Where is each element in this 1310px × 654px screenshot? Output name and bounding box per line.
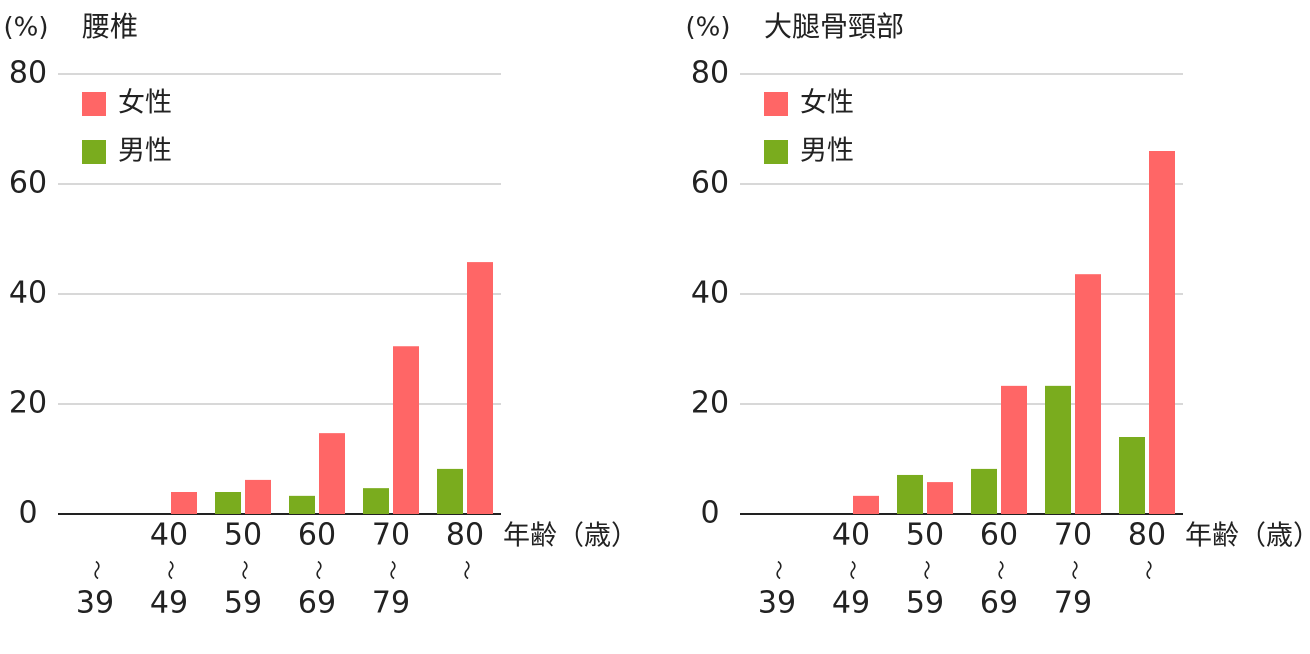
legend-label: 女性	[800, 88, 854, 119]
x-axis-label: 年齢（歳）	[1185, 521, 1310, 552]
y-tick-label: 20	[691, 386, 729, 421]
x-tick-label: 〜	[767, 560, 791, 580]
x-tick-label: 〜	[159, 560, 183, 580]
y-tick-label: 80	[9, 56, 47, 91]
bar	[971, 468, 997, 514]
x-tick-label: 60	[980, 518, 1018, 553]
x-tick-label: 40	[832, 518, 870, 553]
x-tick-label: 〜	[233, 560, 257, 580]
x-tick-label: 69	[980, 586, 1018, 621]
x-tick-label: 79	[1054, 586, 1092, 621]
x-tick-label: 〜	[381, 560, 405, 580]
x-tick-label: 49	[150, 586, 188, 621]
x-tick-label: 40	[150, 518, 188, 553]
y-tick-label: 60	[9, 166, 47, 201]
legend-label: 男性	[800, 136, 854, 167]
x-tick-label: 50	[224, 518, 262, 553]
y-tick-label: 40	[691, 276, 729, 311]
bar	[1075, 274, 1101, 514]
bar	[245, 479, 271, 514]
y-axis-label: (%)	[686, 13, 731, 43]
legend-label: 女性	[118, 88, 172, 119]
y-tick-label: 0	[700, 496, 719, 531]
x-tick-label: 80	[1128, 518, 1166, 553]
bar	[363, 488, 389, 514]
y-tick-label: 20	[9, 386, 47, 421]
legend-label: 男性	[118, 136, 172, 167]
x-tick-label: 〜	[1063, 560, 1087, 580]
bar	[1001, 385, 1027, 514]
x-axis-label: 年齢（歳）	[503, 521, 638, 552]
x-tick-label: 60	[298, 518, 336, 553]
bar	[927, 482, 953, 514]
y-axis-label: (%)	[4, 13, 49, 43]
x-tick-label: 70	[372, 518, 410, 553]
bar	[437, 468, 463, 514]
bar	[289, 495, 315, 514]
legend-swatch	[82, 92, 106, 116]
x-tick-label: 69	[298, 586, 336, 621]
bar	[215, 492, 241, 514]
x-tick-label: 〜	[915, 560, 939, 580]
x-tick-label: 〜	[989, 560, 1013, 580]
x-tick-label: 50	[906, 518, 944, 553]
bar	[1045, 385, 1071, 514]
bar	[853, 495, 879, 514]
x-tick-label: 49	[832, 586, 870, 621]
bar	[319, 433, 345, 514]
legend-swatch	[764, 140, 788, 164]
chart-title: 腰椎	[82, 10, 138, 43]
x-tick-label: 39	[758, 586, 796, 621]
bar	[897, 474, 923, 514]
legend-swatch	[764, 92, 788, 116]
y-tick-label: 80	[691, 56, 729, 91]
bar	[393, 346, 419, 514]
x-tick-label: 80	[446, 518, 484, 553]
y-tick-label: 0	[18, 496, 37, 531]
y-tick-label: 60	[691, 166, 729, 201]
x-tick-label: 〜	[307, 560, 331, 580]
x-tick-label: 〜	[1137, 560, 1161, 580]
legend-swatch	[82, 140, 106, 164]
x-tick-label: 〜	[455, 560, 479, 580]
bar	[1149, 151, 1175, 514]
y-tick-label: 40	[9, 276, 47, 311]
x-tick-label: 〜	[85, 560, 109, 580]
bar	[171, 492, 197, 514]
x-tick-label: 70	[1054, 518, 1092, 553]
x-tick-label: 59	[224, 586, 262, 621]
x-tick-label: 39	[76, 586, 114, 621]
x-tick-label: 59	[906, 586, 944, 621]
x-tick-label: 79	[372, 586, 410, 621]
bar	[467, 262, 493, 514]
bar	[1119, 437, 1145, 514]
x-tick-label: 〜	[841, 560, 865, 580]
chart-title: 大腿骨頸部	[764, 10, 904, 43]
